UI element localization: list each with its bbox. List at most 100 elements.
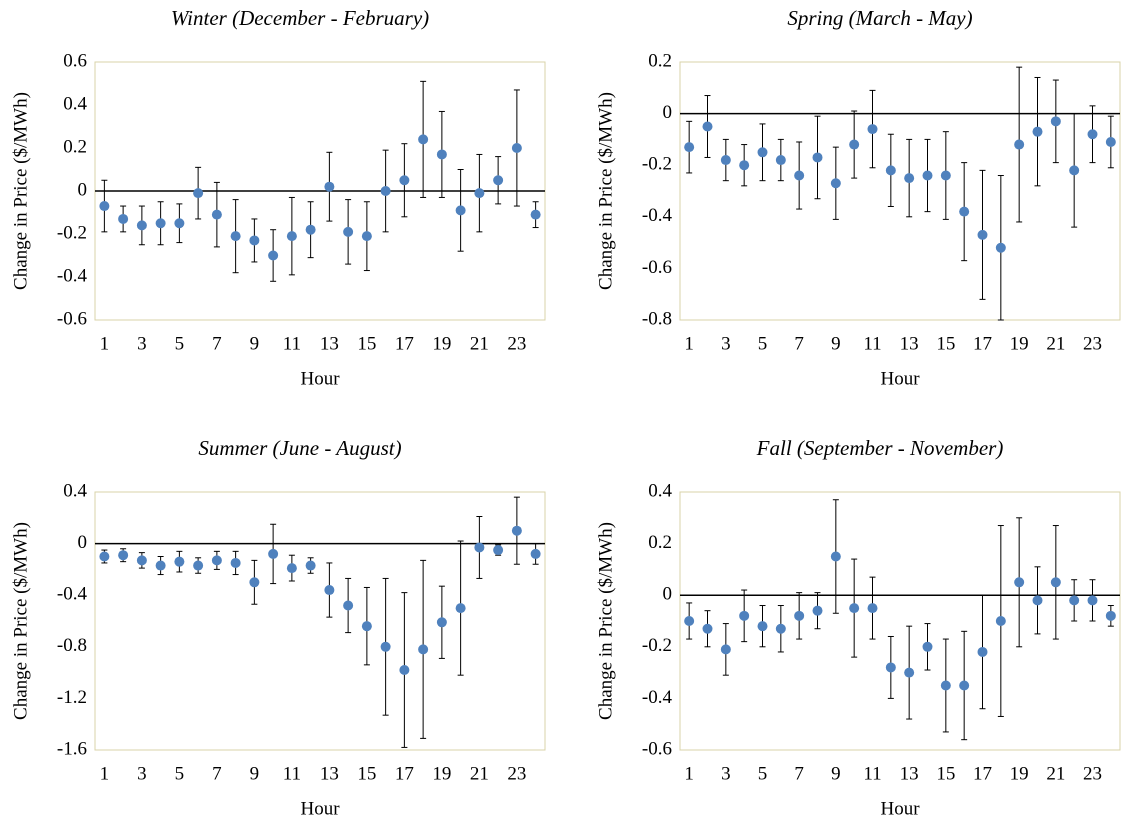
- point: [436, 617, 447, 628]
- point: [118, 213, 129, 224]
- point: [1032, 126, 1043, 137]
- y-tick-label: -0.8: [57, 635, 87, 656]
- y-tick-label: -0.6: [57, 308, 87, 329]
- point: [455, 205, 466, 216]
- point: [1014, 577, 1025, 588]
- point: [1069, 595, 1080, 606]
- point: [474, 542, 485, 553]
- point: [174, 218, 185, 229]
- y-tick-label: -0.8: [642, 308, 672, 329]
- point: [720, 644, 731, 655]
- point: [361, 231, 372, 242]
- point: [436, 149, 447, 160]
- point: [812, 152, 823, 163]
- y-tick-label: 0.2: [63, 136, 87, 157]
- y-tick-label: 0.2: [648, 532, 672, 553]
- point: [959, 206, 970, 217]
- point: [418, 134, 429, 145]
- point: [305, 224, 316, 235]
- point: [343, 600, 354, 611]
- point: [995, 242, 1006, 253]
- point: [849, 603, 860, 614]
- y-tick-label: -0.4: [642, 687, 673, 708]
- chart-title: Spring (March - May): [787, 6, 972, 30]
- point: [885, 662, 896, 673]
- point: [812, 605, 823, 616]
- x-tick-label: 19: [1010, 333, 1029, 354]
- y-tick-label: 0.6: [63, 50, 87, 71]
- point: [904, 667, 915, 678]
- x-tick-label: 13: [320, 763, 339, 784]
- chart-title: Winter (December - February): [171, 6, 429, 30]
- point: [230, 231, 241, 242]
- point: [867, 603, 878, 614]
- x-tick-label: 15: [936, 763, 955, 784]
- x-tick-label: 11: [863, 333, 881, 354]
- point: [530, 548, 541, 559]
- x-tick-label: 3: [721, 763, 731, 784]
- x-tick-label: 1: [100, 333, 110, 354]
- point: [193, 188, 204, 199]
- x-tick-label: 23: [507, 333, 526, 354]
- y-tick-label: -0.4: [57, 265, 88, 286]
- x-tick-label: 1: [684, 763, 694, 784]
- x-tick-label: 23: [507, 763, 526, 784]
- x-tick-label: 13: [900, 763, 919, 784]
- x-tick-label: 19: [1010, 763, 1029, 784]
- point: [702, 121, 713, 132]
- point: [211, 555, 222, 566]
- x-tick-label: 13: [320, 333, 339, 354]
- x-tick-label: 21: [1046, 763, 1065, 784]
- chart-title: Fall (September - November): [756, 436, 1004, 460]
- point: [474, 188, 485, 199]
- point: [118, 550, 129, 561]
- plot-area: [94, 491, 546, 751]
- x-tick-label: 19: [432, 333, 451, 354]
- x-tick-label: 15: [357, 333, 376, 354]
- point: [99, 201, 110, 212]
- point: [830, 551, 841, 562]
- y-axis-label: Change in Price ($/MWh): [10, 522, 31, 720]
- point: [977, 646, 988, 657]
- point: [775, 155, 786, 166]
- x-tick-label: 13: [900, 333, 919, 354]
- point: [211, 209, 222, 220]
- y-tick-label: 0: [663, 102, 673, 123]
- x-tick-label: 21: [1046, 333, 1065, 354]
- point: [684, 616, 695, 626]
- y-tick-label: -1.6: [57, 738, 87, 759]
- point: [155, 218, 166, 229]
- x-tick-label: 19: [432, 763, 451, 784]
- point: [399, 665, 410, 676]
- y-tick-label: -0.2: [57, 222, 87, 243]
- x-tick-label: 9: [250, 763, 260, 784]
- point: [361, 621, 372, 632]
- x-tick-label: 3: [137, 333, 147, 354]
- x-tick-label: 5: [175, 333, 185, 354]
- point: [268, 548, 279, 559]
- plot-area: [679, 61, 1121, 321]
- x-axis-label: Hour: [300, 368, 340, 389]
- y-tick-label: 0: [663, 584, 673, 605]
- x-tick-label: 1: [684, 333, 694, 354]
- x-tick-label: 9: [831, 763, 841, 784]
- point: [493, 175, 504, 186]
- point: [99, 551, 110, 562]
- point: [455, 603, 466, 614]
- y-tick-label: -0.6: [642, 738, 672, 759]
- point: [794, 170, 805, 181]
- point: [739, 160, 750, 171]
- x-tick-label: 9: [831, 333, 841, 354]
- x-axis-label: Hour: [880, 798, 920, 819]
- y-tick-label: 0.4: [63, 480, 87, 501]
- x-tick-label: 7: [794, 763, 804, 784]
- x-tick-label: 17: [395, 333, 414, 354]
- point: [794, 610, 805, 621]
- x-tick-label: 11: [283, 763, 301, 784]
- point: [193, 560, 204, 571]
- point: [305, 560, 316, 571]
- point: [940, 170, 951, 181]
- point: [286, 231, 297, 242]
- point: [830, 178, 841, 189]
- x-tick-label: 23: [1083, 333, 1102, 354]
